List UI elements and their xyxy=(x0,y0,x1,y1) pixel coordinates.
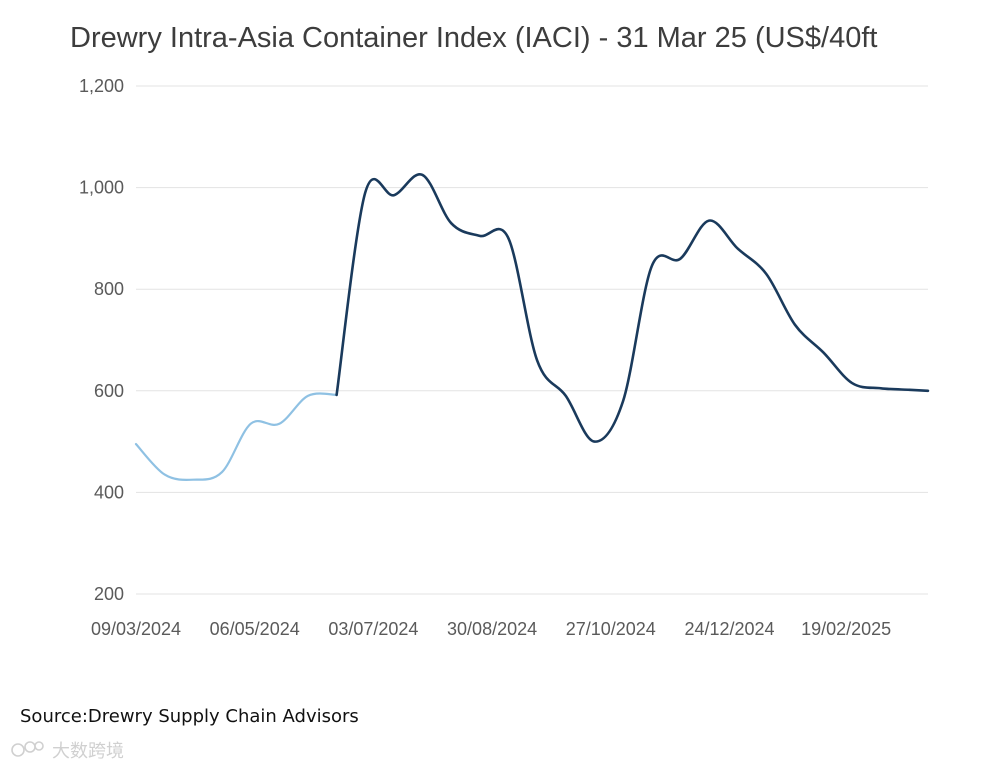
y-tick-label: 800 xyxy=(94,279,124,299)
chart-title: Drewry Intra-Asia Container Index (IACI)… xyxy=(70,22,878,54)
x-tick-label: 24/12/2024 xyxy=(684,619,774,639)
chart-plot: 200 400 600 800 1,000 1,200 09/03/2024 06/05/20… xyxy=(79,76,930,639)
series-line-1 xyxy=(335,173,930,443)
series-line-0 xyxy=(134,392,338,482)
x-tick-label: 30/08/2024 xyxy=(447,619,537,639)
y-tick-label: 1,200 xyxy=(79,76,124,96)
source-note: Source:Drewry Supply Chain Advisors xyxy=(20,706,359,727)
watermark-text: 大数跨境 xyxy=(52,741,124,762)
x-tick-label: 27/10/2024 xyxy=(566,619,656,639)
watermark-logo: 大数跨境 xyxy=(8,736,138,764)
y-tick-label: 400 xyxy=(94,482,124,502)
x-tick-label: 03/07/2024 xyxy=(328,619,418,639)
x-tick-label: 06/05/2024 xyxy=(210,619,300,639)
y-tick-label: 1,000 xyxy=(79,178,124,198)
x-tick-label: 19/02/2025 xyxy=(801,619,891,639)
y-tick-label: 600 xyxy=(94,381,124,401)
x-tick-label: 09/03/2024 xyxy=(91,619,181,639)
y-tick-label: 200 xyxy=(94,584,124,604)
